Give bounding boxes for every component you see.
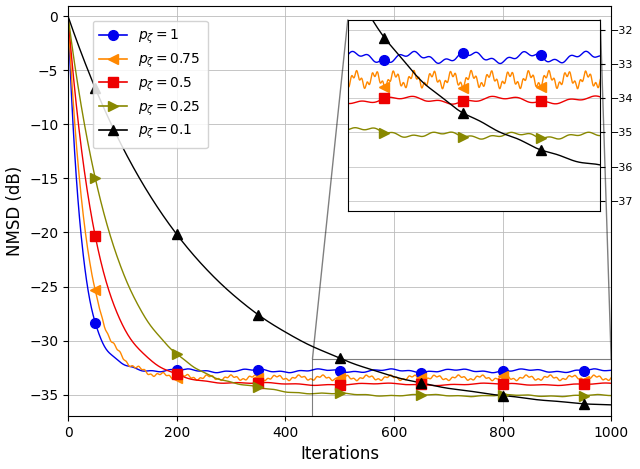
Legend: $p_{\zeta} = 1$, $p_{\zeta} = 0.75$, $p_{\zeta} = 0.5$, $p_{\zeta} = 0.25$, $p_{: $p_{\zeta} = 1$, $p_{\zeta} = 0.75$, $p_… <box>93 21 208 148</box>
Y-axis label: NMSD (dB): NMSD (dB) <box>6 166 24 256</box>
Bar <box>312 359 611 419</box>
X-axis label: Iterations: Iterations <box>300 446 379 463</box>
